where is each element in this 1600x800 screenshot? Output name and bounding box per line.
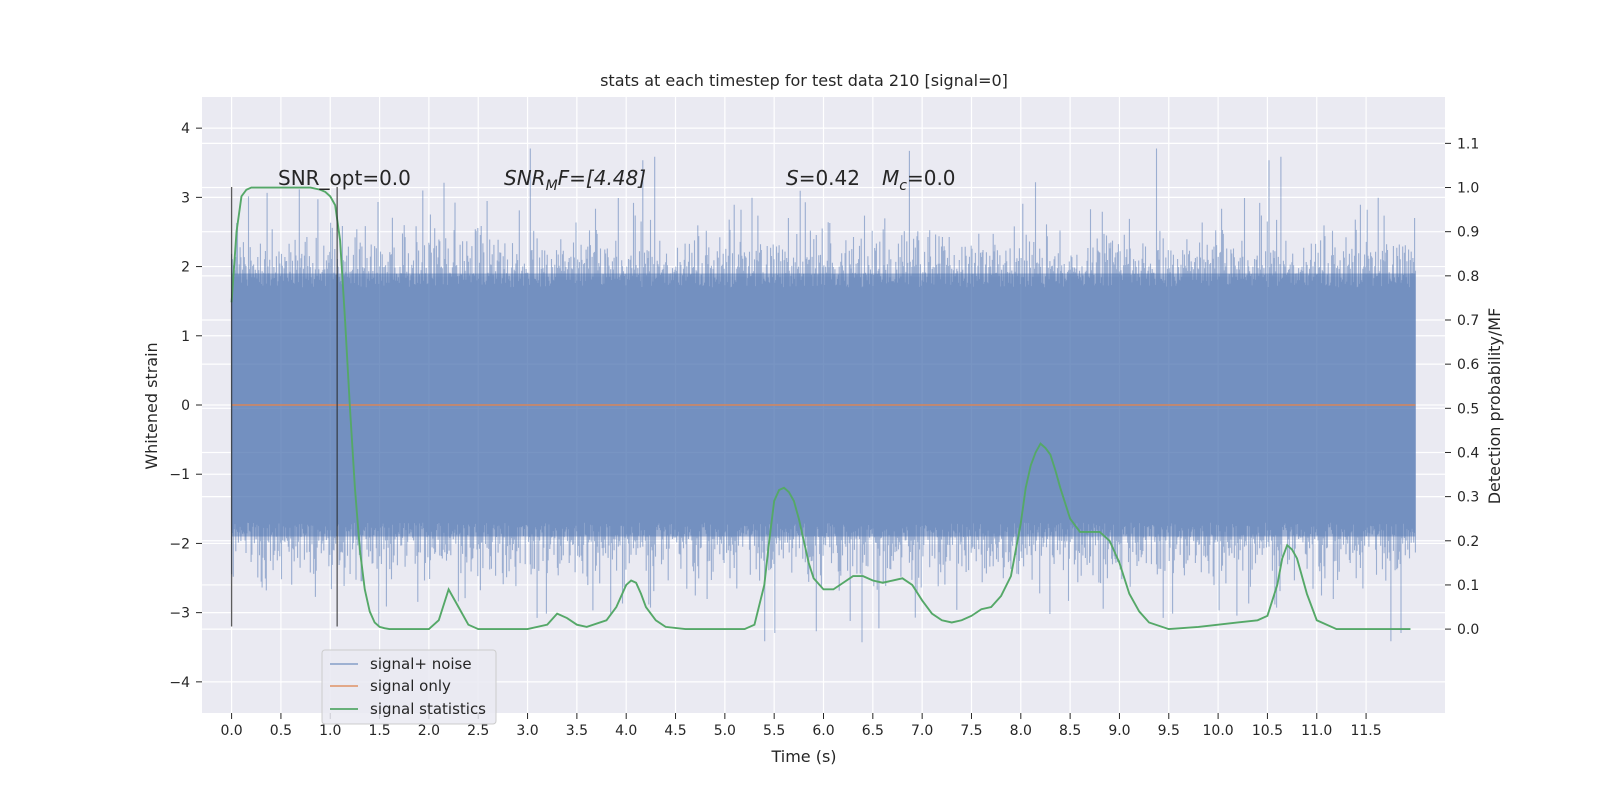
x-axis-label: Time (s) <box>770 747 836 766</box>
y-axis-label-left: Whitened strain <box>142 342 161 469</box>
y-right-tick-label: 0.3 <box>1457 490 1479 506</box>
x-tick-label: 10.5 <box>1252 723 1283 739</box>
y-tick-label: 4 <box>181 121 190 137</box>
annotation-mc-text: Mc=0.0 <box>882 166 956 194</box>
y-tick-label: −1 <box>169 467 190 483</box>
mc-symbol: M <box>882 166 899 190</box>
x-tick-label: 0.0 <box>220 723 242 739</box>
legend-label-noise: signal+ noise <box>370 655 472 673</box>
x-tick-label: 0.5 <box>270 723 292 739</box>
x-tick-label: 8.0 <box>1010 723 1032 739</box>
x-tick-label: 4.0 <box>615 723 637 739</box>
x-tick-label: 3.0 <box>516 723 538 739</box>
y-tick-label: −4 <box>169 675 190 691</box>
x-tick-label: 4.5 <box>664 723 686 739</box>
x-tick-label: 5.0 <box>714 723 736 739</box>
legend-label-signal: signal only <box>370 677 451 695</box>
x-tick-label: 8.5 <box>1059 723 1081 739</box>
legend-label-stats: signal statistics <box>370 700 486 718</box>
annotation-snr-mf-text: SNRMF=[4.48] <box>504 166 646 194</box>
annotation-snr-opt-text: SNR_opt=0.0 <box>278 166 411 190</box>
x-tick-label: 3.5 <box>566 723 588 739</box>
x-tick-label: 9.5 <box>1158 723 1180 739</box>
x-tick-label: 1.5 <box>368 723 390 739</box>
y-right-tick-label: 0.9 <box>1457 225 1479 241</box>
y-right-tick-label: 0.4 <box>1457 445 1479 461</box>
x-tick-label: 2.5 <box>467 723 489 739</box>
y-tick-label: 2 <box>181 260 190 276</box>
series-signal-statistics <box>230 186 1411 631</box>
s-symbol: S <box>786 166 799 190</box>
y-right-tick-label: 1.0 <box>1457 181 1479 197</box>
y-tick-label: −3 <box>169 606 190 622</box>
y-right-tick-label: 1.1 <box>1457 136 1479 152</box>
x-tick-label: 2.0 <box>418 723 440 739</box>
y-tick-label: 0 <box>181 398 190 414</box>
annotation-s: S=0.42 <box>786 166 860 190</box>
vertical-markers <box>230 186 338 627</box>
s-value: =0.42 <box>799 166 860 190</box>
x-tick-label: 11.0 <box>1301 723 1332 739</box>
x-tick-label: 6.0 <box>812 723 834 739</box>
x-tick-label: 7.0 <box>911 723 933 739</box>
legend: signal+ noise signal only signal statist… <box>321 649 497 725</box>
legend-box <box>321 649 497 725</box>
annotation-mc: Mc=0.0 <box>882 166 956 194</box>
y-right-tick-label: 0.6 <box>1457 357 1479 373</box>
y-right-tick-label: 0.8 <box>1457 269 1479 285</box>
y-right-tick-label: 0.0 <box>1457 622 1479 638</box>
annotation-snr-opt: SNR_opt=0.0 <box>278 166 411 190</box>
series-layer <box>230 186 1416 631</box>
mc-subscript: c <box>899 178 907 194</box>
x-tick-label: 9.0 <box>1108 723 1130 739</box>
y-tick-label: 3 <box>181 190 190 206</box>
snr-mf-symbol: SNR <box>504 166 546 190</box>
axes: 0.0 0.5 1.0 1.5 2.0 2.5 3.0 3.5 4.0 4.5 5.0 5.5 6.0 6… <box>169 121 1479 739</box>
annotation-s-text: S=0.42 <box>786 166 860 190</box>
y-right-tick-label: 0.7 <box>1457 313 1479 329</box>
x-tick-label: 5.5 <box>763 723 785 739</box>
x-tick-label: 1.0 <box>319 723 341 739</box>
y-right-tick-label: 0.1 <box>1457 578 1479 594</box>
snr-mf-rest: F=[4.48] <box>558 166 646 190</box>
y-right-tick-label: 0.5 <box>1457 401 1479 417</box>
y-right-tick-label: 0.2 <box>1457 534 1479 550</box>
chart-title: stats at each timestep for test data 210… <box>600 71 1008 90</box>
x-tick-label: 6.5 <box>862 723 884 739</box>
x-tick-label: 10.0 <box>1203 723 1234 739</box>
x-tick-label: 11.5 <box>1350 723 1381 739</box>
y-axis-label-right: Detection probability/MF <box>1485 308 1504 505</box>
x-tick-label: 7.5 <box>960 723 982 739</box>
mc-value: =0.0 <box>907 166 956 190</box>
snr-mf-subscript: M <box>546 178 558 194</box>
y-tick-label: 1 <box>181 329 190 345</box>
y-tick-label: −2 <box>169 536 190 552</box>
annotation-snr-mf: SNRMF=[4.48] <box>504 166 646 194</box>
